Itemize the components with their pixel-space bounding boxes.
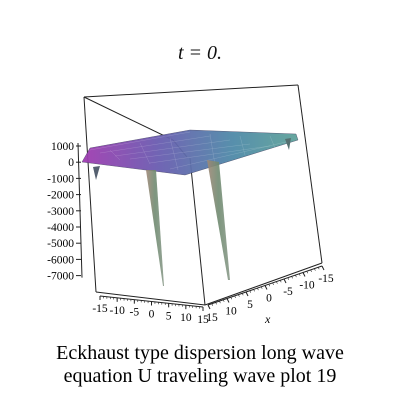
x-tick-label: -10 (299, 280, 315, 292)
x-minor-tick (264, 285, 267, 288)
x-minor-tick (306, 271, 309, 274)
surface-sheet (81, 129, 299, 176)
x-minor-tick (207, 304, 210, 308)
z-tick-label: -4000 (47, 222, 74, 234)
y-tick-label: 10 (180, 312, 192, 324)
x-tick-label: 15 (206, 312, 218, 324)
x-tick-label: 0 (266, 293, 272, 305)
caption-line-2: equation U traveling wave plot 19 (63, 365, 337, 387)
caption-line-1: Eckhaust type dispersion long wave (56, 342, 344, 364)
z-tick-label: -1000 (47, 173, 74, 185)
box-frame (83, 84, 323, 306)
x-minor-tick (302, 272, 305, 275)
z-tick-label: -3000 (47, 206, 74, 218)
z-tick-label: 1000 (51, 141, 74, 153)
spike-right (207, 160, 230, 280)
x-minor-tick (211, 303, 214, 306)
y-axis: -15 -10 -5 0 5 10 15 (92, 295, 209, 326)
x-minor-tick (260, 286, 263, 289)
x-minor-tick (310, 269, 312, 273)
x-minor-tick (226, 298, 229, 301)
y-tick-label: -15 (92, 303, 108, 315)
y-tick-label: -10 (109, 305, 125, 317)
x-tick-label: -5 (283, 286, 293, 298)
spike-small-left (93, 166, 100, 180)
x-minor-tick (291, 276, 293, 279)
y-tick-label: -5 (130, 307, 140, 319)
spike-small-right (285, 138, 291, 150)
x-minor-tick (241, 293, 244, 296)
x-minor-tick (295, 274, 297, 278)
spike-left (146, 170, 164, 286)
x-minor-tick (257, 287, 259, 291)
x-minor-tick (321, 265, 324, 269)
x-axis: 15 10 5 0 -5 -10-15 (206, 265, 334, 324)
x-minor-tick (215, 302, 217, 305)
z-tick-label: -7000 (47, 271, 74, 283)
z-axis: 1000 0 -1000 -2000 -3000 -4000 -5000 -6000 -7000 (47, 141, 83, 283)
y-tick-label: 5 (166, 310, 172, 322)
x-minor-tick (234, 295, 236, 299)
x-minor-tick (222, 299, 225, 302)
plot-title: t = 0. (177, 42, 223, 64)
x-minor-tick (279, 280, 282, 283)
x-minor-tick (253, 289, 255, 292)
x-minor-tick (317, 267, 320, 270)
x-minor-tick (238, 294, 240, 297)
surface-mesh (89, 131, 291, 171)
z-tick-label: -6000 (47, 254, 74, 266)
x-minor-tick (245, 291, 248, 295)
x-minor-tick (249, 290, 252, 293)
x-tick-label: 10 (225, 306, 237, 318)
x-axis-label: x (264, 312, 271, 326)
x-tick-label: 5 (247, 299, 253, 311)
z-tick-label: 0 (68, 157, 74, 169)
y-tick-label: 15 (197, 314, 209, 326)
y-tick-label: 0 (149, 309, 155, 321)
x-minor-tick (219, 300, 221, 304)
x-minor-tick (314, 268, 316, 271)
x-minor-tick (268, 284, 271, 287)
x-minor-tick (276, 281, 278, 284)
z-tick-label: -2000 (47, 190, 74, 202)
x-minor-tick (230, 297, 233, 300)
caption: Eckhaust type dispersion long wave equat… (0, 342, 400, 388)
x-minor-tick (287, 277, 290, 280)
x-minor-tick (298, 273, 301, 276)
x-minor-tick (283, 278, 286, 282)
x-tick-label: -15 (318, 273, 334, 285)
x-minor-tick (272, 282, 274, 286)
z-tick-label: -5000 (47, 238, 74, 250)
